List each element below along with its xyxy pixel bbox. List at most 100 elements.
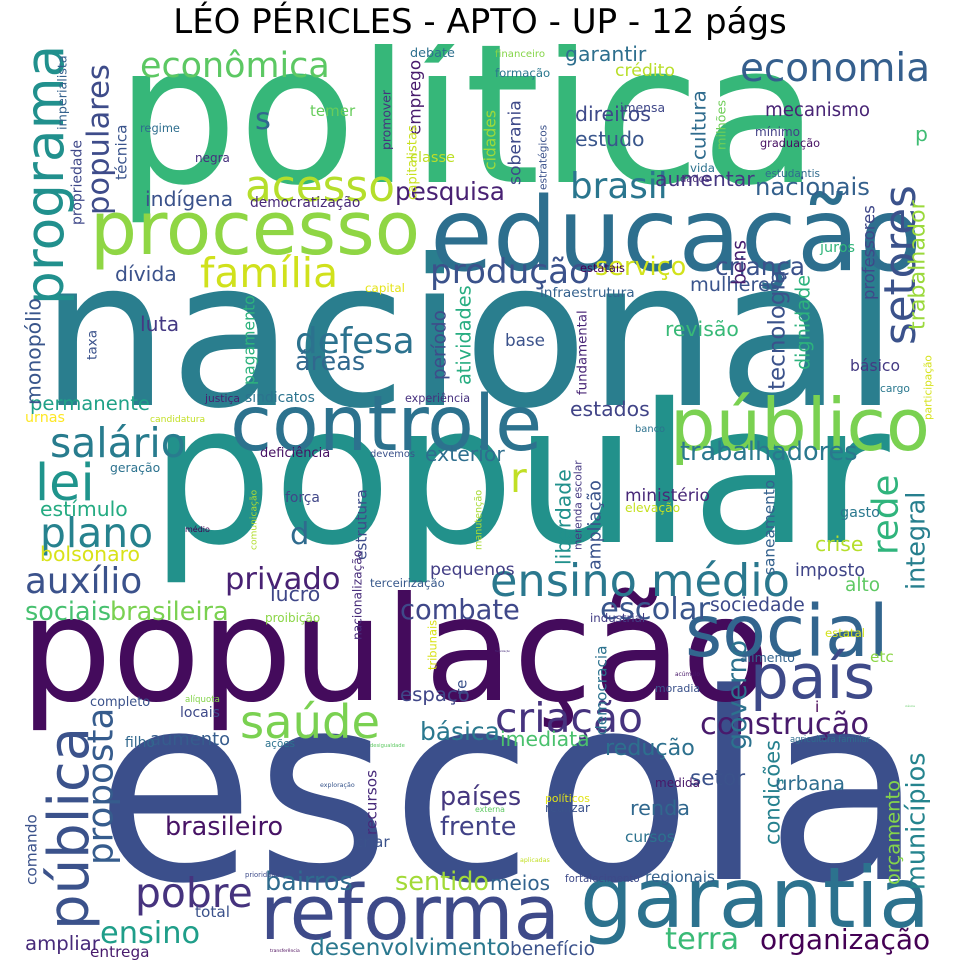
word-processo: processo (90, 186, 420, 272)
word-mulheres: mulheres (690, 273, 780, 296)
word-frente: frente (440, 812, 516, 842)
word-país: país (750, 642, 875, 713)
word-criar: criar (355, 833, 390, 851)
word-industrial: industrial (590, 611, 645, 625)
word-filho: filho (125, 735, 155, 751)
word-condições: condições (761, 740, 785, 845)
word-indígena: indígena (145, 187, 233, 211)
word-programa: programa (14, 45, 76, 305)
word-estatal: estatal (825, 626, 865, 640)
word-construção: construção (700, 707, 869, 742)
word-pagamento: pagamento (240, 295, 259, 385)
word-promover: promover (379, 89, 394, 150)
word-permanente: permanente (30, 392, 150, 415)
word-sociais: sociais (25, 597, 111, 627)
word-pública: pública (37, 727, 102, 930)
word-auxílio: auxílio (25, 561, 142, 602)
word-médio: médio (185, 524, 210, 534)
word-sindicatos: sindicatos (245, 390, 315, 406)
word-democratização: democratização (250, 195, 360, 211)
word-população: população (20, 567, 770, 735)
word-infraestrutura: infraestrutura (540, 285, 635, 301)
word-exterior: exterior (425, 442, 505, 466)
word-meios: meios (490, 871, 550, 895)
word-estímulo: estímulo (40, 497, 128, 521)
word-capital: capital (365, 281, 405, 295)
word-estratégicos: estratégicos (538, 125, 550, 190)
word-alimento: alimento (740, 650, 795, 665)
word-entrega: entrega (90, 943, 150, 960)
word-merenda-escolar: merenda escolar (572, 460, 585, 550)
word-dignidade: dignidade (792, 275, 815, 370)
word-economia: economia (740, 46, 930, 91)
word-garantia: garantia (580, 849, 930, 947)
word-bairros: bairros (265, 867, 353, 897)
word-brasileira: brasileira (110, 597, 229, 627)
word-bens: bens (730, 240, 751, 285)
word-dívida: dívida (115, 262, 177, 286)
word-gasto: gasto (840, 505, 880, 521)
word-propriedade: propriedade (70, 140, 86, 225)
word-estados: estados (570, 397, 650, 421)
word-proibição: proibição (265, 611, 320, 625)
word-crise: crise (815, 532, 863, 556)
word-completo: completo (90, 695, 150, 710)
word-tecnologia: tecnologia (765, 270, 791, 390)
word-deficiência: deficiência (260, 446, 330, 461)
word-realizar: realizar (545, 801, 590, 815)
word-fundamental: fundamental (576, 310, 591, 395)
word-milhões: milhões (715, 100, 730, 150)
word-criança: criança (715, 252, 805, 281)
word-governo: governo (722, 640, 753, 750)
word-cargo: cargo (880, 382, 910, 395)
word-lucro: lucro (270, 582, 320, 606)
word-estrutura: estrutura (353, 489, 371, 560)
word-escola: escola (95, 639, 924, 941)
word-políticos: políticos (545, 792, 590, 805)
word-saneamento: saneamento (761, 480, 779, 575)
word-emprego: emprego (405, 60, 425, 135)
word-setores: setores (876, 185, 926, 345)
word-desigualdade: desigualdade (370, 743, 405, 749)
word-controle: controle (230, 380, 542, 469)
word-luta: luta (140, 312, 179, 336)
word-nacionalização: nacionalização (351, 550, 365, 640)
word-trabalhador: trabalhador (905, 199, 931, 330)
word-geração: geração (110, 460, 160, 475)
word-defesa: defesa (295, 321, 415, 362)
word-regime: regime (140, 121, 180, 135)
word-técnica: técnica (113, 124, 131, 180)
word-plano: plano (40, 509, 153, 557)
word-econômica: econômica (140, 46, 330, 86)
word-nacional: nacional (40, 217, 899, 454)
word-locais: locais (180, 705, 220, 721)
word-p: p (915, 122, 928, 146)
word-bolsonaro: bolsonaro (40, 542, 140, 566)
word-básica: básica (420, 717, 500, 746)
word-imediata: imediata (500, 727, 590, 751)
word-i: i (815, 698, 819, 716)
word-sociedade: sociedade (710, 595, 805, 616)
word-recursos: recursos (363, 770, 381, 835)
word-agricultura-familiar: agricultura familiar (790, 734, 871, 744)
word-ensino-médio: ensino médio (490, 555, 790, 607)
word-elevação: elevação (625, 501, 680, 515)
word-desenvolvimento: desenvolvimento (310, 934, 510, 960)
word-moradia: moradia (655, 682, 700, 695)
word-d: d (290, 517, 309, 552)
word-pesquisa: pesquisa (395, 177, 505, 206)
word-escolar: escolar (600, 592, 711, 627)
word-orçamento: orçamento (882, 780, 905, 885)
word-vida: vida (690, 161, 715, 175)
word-público: público (670, 383, 930, 467)
word-re: re (453, 680, 471, 695)
word-populares: populares (81, 64, 116, 215)
word-educação: educação (430, 176, 922, 295)
word-crédito: crédito (615, 61, 675, 81)
word-ciência: ciência (905, 704, 915, 708)
word-criação: criação (495, 694, 643, 742)
word-total: total (195, 903, 230, 921)
word-urnas: urnas (25, 410, 65, 426)
word-espaço: espaço (400, 683, 470, 706)
